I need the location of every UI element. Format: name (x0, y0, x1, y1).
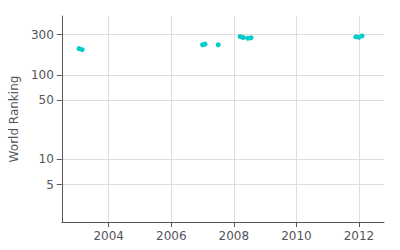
svg-text:2008: 2008 (219, 229, 250, 243)
svg-text:300: 300 (31, 28, 54, 42)
svg-text:100: 100 (31, 68, 54, 82)
svg-text:World Ranking: World Ranking (7, 76, 21, 163)
svg-text:50: 50 (39, 93, 54, 107)
svg-text:2012: 2012 (344, 229, 375, 243)
svg-text:2006: 2006 (156, 229, 187, 243)
svg-text:2010: 2010 (281, 229, 312, 243)
svg-text:2004: 2004 (93, 229, 124, 243)
svg-text:10: 10 (39, 152, 54, 166)
svg-text:5: 5 (46, 178, 54, 192)
